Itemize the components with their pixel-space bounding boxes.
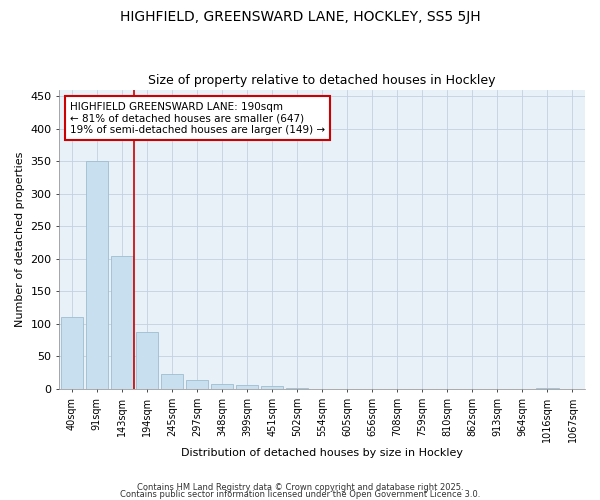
Title: Size of property relative to detached houses in Hockley: Size of property relative to detached ho… bbox=[148, 74, 496, 87]
Text: HIGHFIELD, GREENSWARD LANE, HOCKLEY, SS5 5JH: HIGHFIELD, GREENSWARD LANE, HOCKLEY, SS5… bbox=[119, 10, 481, 24]
Bar bbox=[136, 332, 158, 389]
X-axis label: Distribution of detached houses by size in Hockley: Distribution of detached houses by size … bbox=[181, 448, 463, 458]
Bar bbox=[110, 256, 133, 389]
Text: HIGHFIELD GREENSWARD LANE: 190sqm
← 81% of detached houses are smaller (647)
19%: HIGHFIELD GREENSWARD LANE: 190sqm ← 81% … bbox=[70, 102, 325, 134]
Bar bbox=[211, 384, 233, 389]
Bar bbox=[236, 385, 259, 389]
Bar bbox=[286, 388, 308, 389]
Bar bbox=[536, 388, 559, 389]
Text: Contains public sector information licensed under the Open Government Licence 3.: Contains public sector information licen… bbox=[120, 490, 480, 499]
Bar bbox=[61, 318, 83, 389]
Bar bbox=[86, 161, 108, 389]
Bar bbox=[161, 374, 183, 389]
Text: Contains HM Land Registry data © Crown copyright and database right 2025.: Contains HM Land Registry data © Crown c… bbox=[137, 484, 463, 492]
Bar bbox=[186, 380, 208, 389]
Y-axis label: Number of detached properties: Number of detached properties bbox=[15, 152, 25, 327]
Bar bbox=[261, 386, 283, 389]
